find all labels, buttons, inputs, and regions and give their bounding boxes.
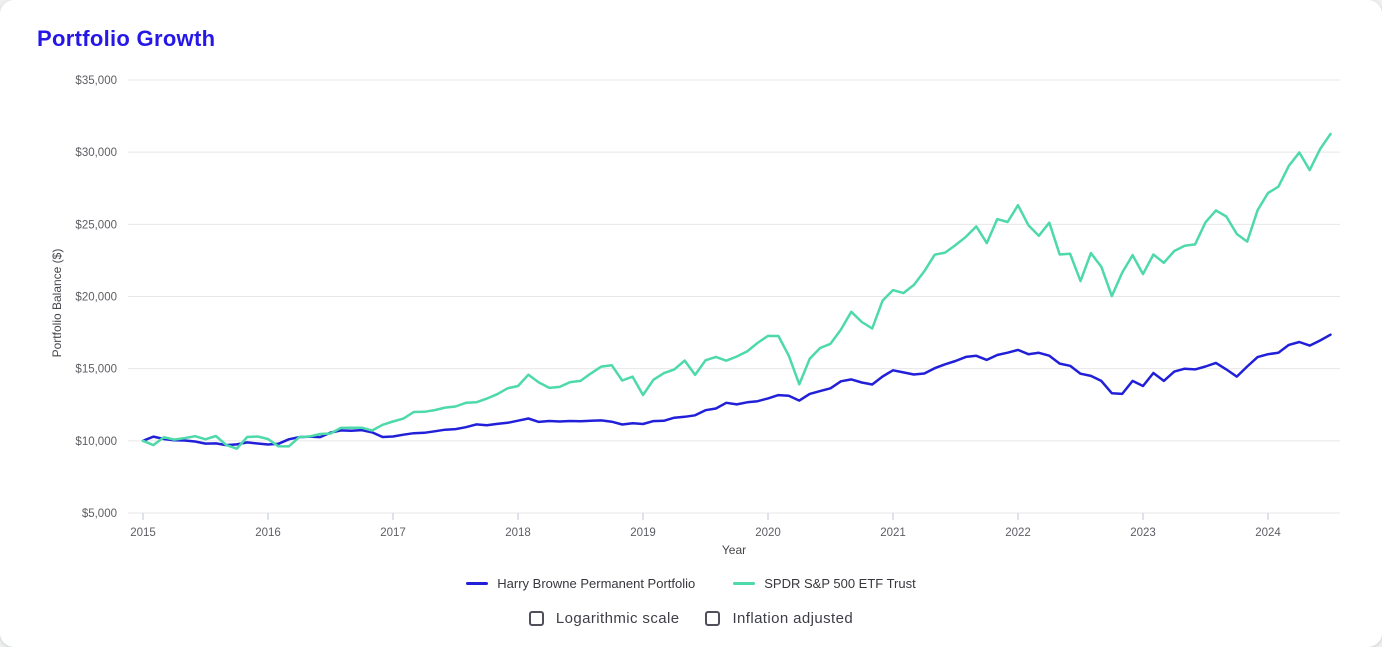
legend-label: SPDR S&P 500 ETF Trust <box>764 576 916 591</box>
x-axis-tick-label: 2017 <box>380 527 406 539</box>
legend-label: Harry Browne Permanent Portfolio <box>497 576 696 591</box>
y-axis-tick-label: $20,000 <box>75 292 117 304</box>
x-axis-tick-label: 2021 <box>880 527 906 539</box>
logarithmic-scale-label: Logarithmic scale <box>555 610 680 627</box>
x-axis-tick-label: 2018 <box>505 527 531 539</box>
inflation-adjusted-label: Inflation adjusted <box>732 610 854 627</box>
x-axis-tick-label: 2019 <box>630 527 656 539</box>
x-axis-tick-label: 2024 <box>1255 527 1281 539</box>
y-axis-tick-label: $10,000 <box>75 436 117 448</box>
chart-legend: Harry Browne Permanent Portfolio SPDR S&… <box>0 576 1382 591</box>
x-axis-tick-label: 2022 <box>1005 527 1031 539</box>
y-axis-tick-label: $25,000 <box>75 219 117 231</box>
page-title: Portfolio Growth <box>37 26 216 51</box>
y-axis-tick-label: $30,000 <box>75 147 117 159</box>
y-axis-title: Portfolio Balance ($) <box>50 248 64 358</box>
series-line-spdr-sp500 <box>141 132 1332 450</box>
inflation-adjusted-checkbox[interactable] <box>705 611 721 626</box>
legend-item-spdr-sp500: SPDR S&P 500 ETF Trust <box>733 576 916 591</box>
chart-controls: Logarithmic scale Inflation adjusted <box>0 610 1382 627</box>
inflation-adjusted-control[interactable]: Inflation adjusted <box>705 610 853 627</box>
logarithmic-scale-checkbox[interactable] <box>528 611 544 626</box>
series-line-permanent-portfolio <box>141 333 1332 447</box>
logarithmic-scale-control[interactable]: Logarithmic scale <box>528 610 680 627</box>
legend-swatch-teal-line-icon <box>733 582 756 585</box>
legend-swatch-blue-line-icon <box>466 582 489 585</box>
y-axis-tick-label: $5,000 <box>82 508 117 520</box>
legend-item-permanent-portfolio: Harry Browne Permanent Portfolio <box>466 576 695 591</box>
x-axis-tick-label: 2015 <box>130 527 156 539</box>
y-axis-tick-label: $15,000 <box>75 364 117 376</box>
x-axis-tick-label: 2016 <box>255 527 281 539</box>
y-axis-tick-label: $35,000 <box>75 75 117 87</box>
x-axis-tick-label: 2020 <box>755 527 781 539</box>
x-axis-title: Year <box>721 543 747 557</box>
x-axis-tick-label: 2023 <box>1130 527 1156 539</box>
